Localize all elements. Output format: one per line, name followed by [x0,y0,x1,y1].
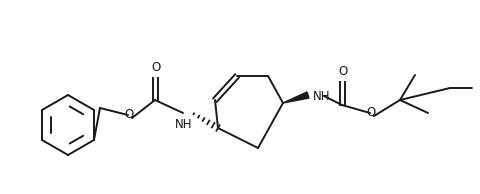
Text: O: O [151,61,161,74]
Polygon shape [283,92,309,103]
Text: O: O [366,106,376,119]
Text: NH: NH [175,118,193,131]
Text: NH: NH [313,90,331,104]
Text: O: O [338,65,348,78]
Text: O: O [124,107,133,120]
